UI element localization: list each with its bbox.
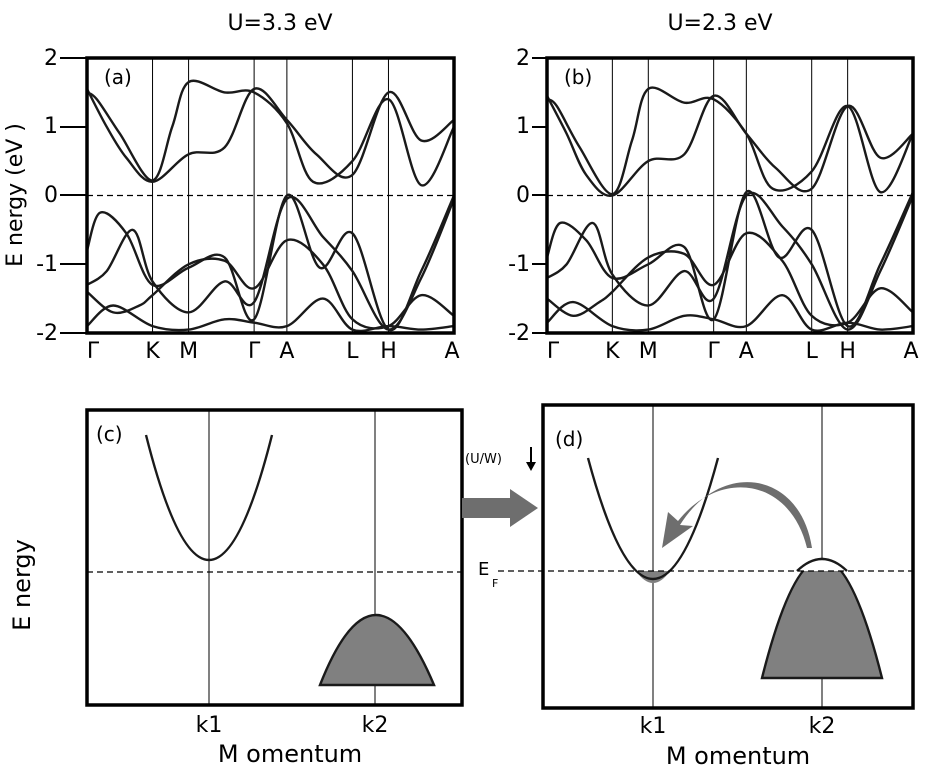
panel-b-xtick-label: Γ	[547, 339, 560, 364]
panel-d-electron-pocket	[636, 571, 670, 583]
right-arrow-icon	[462, 489, 538, 527]
panel-a-xtick-label: K	[145, 339, 160, 364]
panel-a-ytick: -1	[36, 252, 58, 277]
panel-a-ylabel: E nergy (eV )	[3, 123, 28, 267]
panel-a-ytick: 1	[44, 114, 58, 139]
panel-d-valence-band	[760, 557, 884, 680]
panel-b-band-2	[546, 86, 915, 196]
panel-a-xtick-label: A	[279, 339, 294, 364]
panel-a-xtick-label: L	[346, 339, 359, 364]
panel-a-xtick-label: A	[444, 339, 459, 364]
panel-c-xlabel: M omentum	[218, 740, 362, 768]
panel-a-band-2	[86, 79, 456, 187]
panel-a-band-1	[85, 87, 455, 184]
panel-a-band-6	[86, 297, 455, 333]
panel-a-plot	[85, 58, 456, 333]
panel-a-title: U=3.3 eV	[227, 11, 332, 36]
panel-b-plot	[545, 58, 915, 333]
panel-c-conduction-band	[144, 434, 274, 562]
panel-b-ytick: -2	[508, 321, 530, 346]
panel-a-ytick: 2	[44, 46, 58, 71]
panel-d-xlabel: M omentum	[666, 742, 810, 770]
panel-c-frame	[85, 408, 464, 707]
panel-d-xtick-k1: k1	[640, 714, 667, 739]
panel-b-xtick-label: A	[903, 339, 918, 364]
panel-a-xtick-label: Γ	[87, 339, 100, 364]
panel-d-xtick-k2: k2	[809, 714, 836, 739]
panel-a: U=3.3 eV (a) 2 1 0 -1 -2 E nergy (eV ) Γ…	[3, 11, 460, 364]
panel-a-xtick-label: Γ	[248, 339, 261, 364]
panel-b-band-3	[545, 190, 915, 328]
panel-b-band-1	[545, 94, 914, 197]
arrow-label: (U/W)	[465, 452, 502, 467]
panel-a-band-4	[86, 195, 456, 331]
panel-b-ytick: -1	[508, 252, 530, 277]
panel-b-xtick-label: H	[839, 339, 856, 364]
panel-c-valence-band	[318, 613, 436, 687]
panel-d-frame	[541, 403, 915, 710]
panel-c: (c) k1 k2 M omentum E nergy	[8, 408, 464, 768]
panel-b-xtick-label: M	[639, 339, 658, 364]
panel-b-xtick-label: K	[605, 339, 620, 364]
panel-b-band-6	[546, 293, 914, 332]
panel-d-valence-top	[796, 557, 848, 572]
panel-d-label: (d)	[555, 427, 583, 451]
panel-a-label: (a)	[104, 65, 132, 89]
panel-b-ytick: 1	[516, 114, 530, 139]
panel-a-ytick: 0	[44, 183, 58, 208]
transition-arrow: (U/W) E F	[462, 447, 538, 590]
panel-a-ytick: -2	[36, 321, 58, 346]
panel-b-band-4	[546, 191, 915, 331]
panel-d-conduction-band	[586, 457, 720, 581]
panel-c-xtick-k2: k2	[362, 713, 389, 738]
curved-arrow-icon	[662, 482, 812, 548]
panel-b-ytick: 2	[516, 46, 530, 71]
panel-c-label: (c)	[96, 422, 123, 446]
fermi-label: E	[478, 559, 489, 580]
panel-b-xtick-label: A	[739, 339, 754, 364]
panel-b-title: U=2.3 eV	[667, 11, 772, 36]
panel-b-label: (b)	[564, 65, 592, 89]
panel-b-xtick-label: L	[806, 339, 819, 364]
panel-c-xtick-k1: k1	[196, 713, 223, 738]
down-arrow-icon	[526, 462, 536, 471]
panel-a-xtick-label: M	[179, 339, 198, 364]
bottom-ylabel: E nergy	[8, 539, 36, 631]
panel-b-xtick-label: Γ	[708, 339, 721, 364]
panel-a-xtick-label: H	[380, 339, 397, 364]
panel-b-ytick: 0	[516, 183, 530, 208]
panel-d: (d) k1 k2 M omentum	[498, 403, 915, 770]
fermi-subscript: F	[492, 577, 498, 590]
